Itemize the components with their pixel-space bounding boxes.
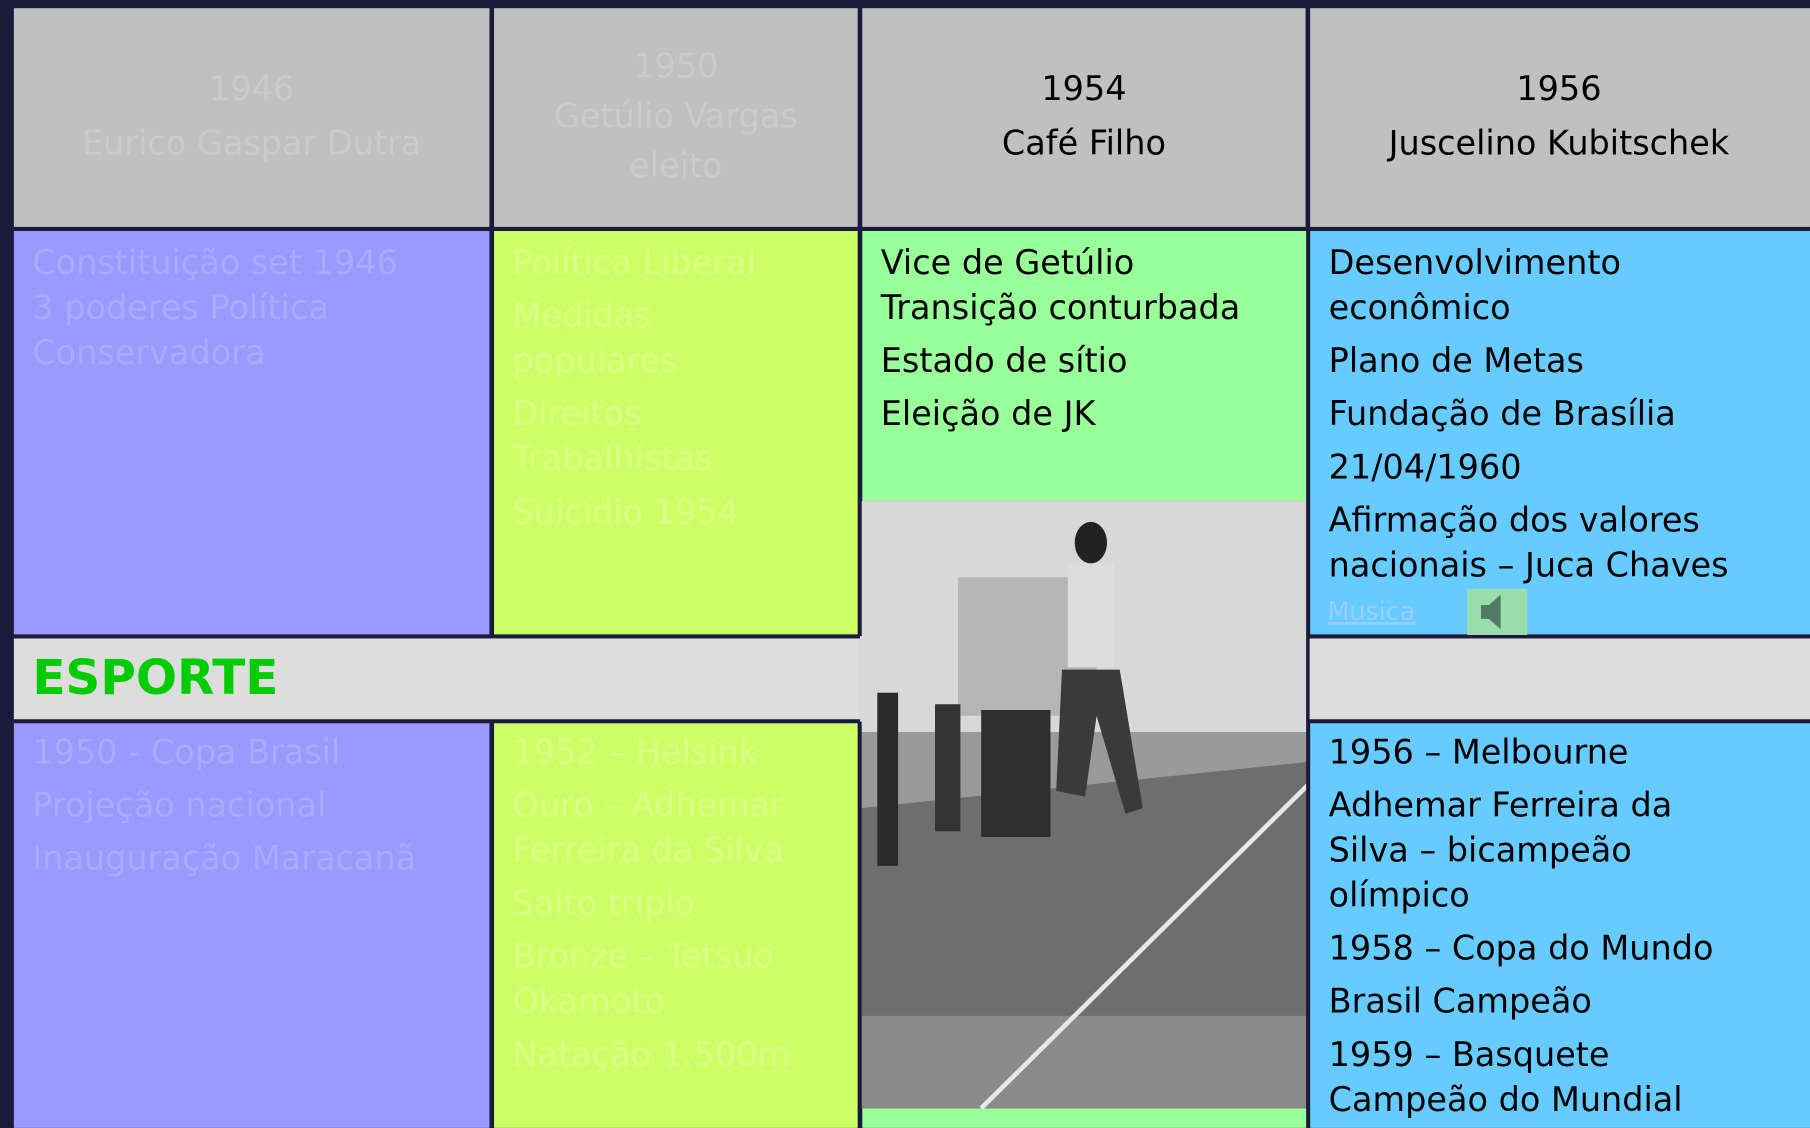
cell-text: Afirmação dos valores xyxy=(1329,500,1700,539)
section-heading: ESPORTE xyxy=(32,650,278,706)
cell-text: Ferreira da Silva xyxy=(513,831,785,870)
header-cell xyxy=(494,8,858,228)
cell-text: Natação 1.500m xyxy=(513,1035,791,1074)
cell-text: Política Liberal xyxy=(513,243,756,282)
cell-text: Silva – bicampeão xyxy=(1329,831,1632,870)
cell-text: Bronze – Tetsuo xyxy=(513,937,774,976)
header-text: 1954 xyxy=(1041,69,1126,108)
cell-text: 1952 – Helsink xyxy=(513,732,759,771)
cell xyxy=(862,1108,1308,1128)
cell xyxy=(862,230,1308,502)
cell-text: Eleição de JK xyxy=(881,394,1097,433)
cell-text: Direitos xyxy=(513,394,642,433)
cell-text: Conservadora xyxy=(32,333,265,372)
cell-text: Campeão do Mundial xyxy=(1329,1080,1683,1119)
cell-text: econômico xyxy=(1329,288,1511,327)
header-text: 1956 xyxy=(1516,69,1601,108)
cell-text: 21/04/1960 xyxy=(1329,447,1522,486)
section-row xyxy=(13,638,860,720)
cell-text: Okamoto xyxy=(513,982,665,1021)
cell-text: Transição conturbada xyxy=(880,288,1240,327)
photo xyxy=(859,501,1310,1110)
cell-text: Desenvolvimento xyxy=(1329,243,1621,282)
header-text: 1950 xyxy=(633,47,718,86)
cell-text: 1956 – Melbourne xyxy=(1329,732,1629,771)
cell-text: nacionais – Juca Chaves xyxy=(1329,545,1729,584)
cell-text: Salto triplo xyxy=(513,884,696,923)
section-row xyxy=(1307,638,1810,720)
cell-text: Adhemar Ferreira da xyxy=(1329,785,1673,824)
cell-text: Inauguração Maracanã xyxy=(32,839,416,878)
cell-text: Brasil Campeão xyxy=(1329,982,1592,1021)
header-text: eleito xyxy=(629,146,722,185)
cell xyxy=(494,722,858,1128)
cell-text: Constituição set 1946 xyxy=(32,243,398,282)
cell-text: 1959 – Basquete xyxy=(1329,1035,1610,1074)
cell-text: Suicídio 1954 xyxy=(513,492,739,531)
header-cell xyxy=(862,8,1306,228)
cell-text: 1950 - Copa Brasil xyxy=(32,732,340,771)
header-text: Café Filho xyxy=(1002,123,1166,162)
cell-text: Plano de Metas xyxy=(1329,341,1584,380)
speaker-icon[interactable] xyxy=(1467,588,1528,635)
grid xyxy=(11,5,1810,1128)
cell-text: Projeção nacional xyxy=(32,785,326,824)
cell-text: Ouro – Adhemar xyxy=(513,785,785,824)
music-link[interactable]: Musica xyxy=(1327,596,1415,626)
header-text: Getúlio Vargas xyxy=(554,96,798,135)
header-cell xyxy=(13,8,490,228)
cell-text: populares xyxy=(513,341,678,380)
cell-text: Medidas xyxy=(513,296,652,335)
header-cell xyxy=(1310,8,1810,228)
cell xyxy=(1310,722,1810,1128)
header-text: Juscelino Kubitschek xyxy=(1387,123,1730,162)
cell-text: Trabalhistas xyxy=(512,439,713,478)
header-text: Eurico Gaspar Dutra xyxy=(82,123,421,162)
header-text: 1946 xyxy=(209,69,294,108)
cell-text: Vice de Getúlio xyxy=(881,243,1135,282)
cell-text: Estado de sítio xyxy=(881,341,1128,380)
cell-text: Fundação de Brasília xyxy=(1329,394,1676,433)
cell-text: 1958 – Copa do Mundo xyxy=(1329,929,1714,968)
cell-text: 3 poderes Política xyxy=(32,288,329,327)
cell xyxy=(13,722,490,1128)
cell xyxy=(1310,230,1810,635)
cell xyxy=(494,230,858,635)
cell-text: olímpico xyxy=(1329,876,1470,915)
cell xyxy=(13,230,490,635)
